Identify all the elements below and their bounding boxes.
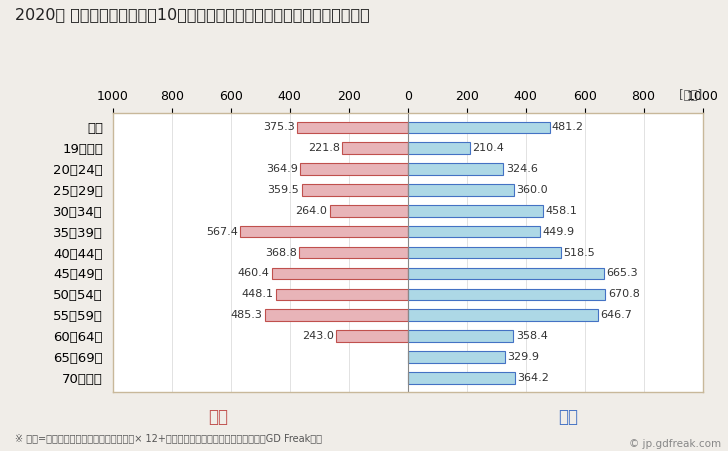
Text: 368.8: 368.8 xyxy=(265,248,296,258)
Bar xyxy=(300,163,408,175)
Text: 460.4: 460.4 xyxy=(238,268,269,278)
Bar xyxy=(301,184,408,196)
Text: 449.9: 449.9 xyxy=(542,227,575,237)
Bar xyxy=(342,143,408,154)
Bar xyxy=(408,143,470,154)
Text: 358.4: 358.4 xyxy=(515,331,547,341)
Bar xyxy=(408,122,550,133)
Text: 646.7: 646.7 xyxy=(601,310,633,320)
Text: 567.4: 567.4 xyxy=(206,227,238,237)
Text: 670.8: 670.8 xyxy=(608,289,640,299)
Bar xyxy=(408,205,543,216)
Text: 364.9: 364.9 xyxy=(266,164,298,174)
Text: 243.0: 243.0 xyxy=(302,331,333,341)
Text: 481.2: 481.2 xyxy=(552,122,584,132)
Text: 518.5: 518.5 xyxy=(563,248,595,258)
Text: 360.0: 360.0 xyxy=(516,185,547,195)
Text: ※ 年収=「きまって支給する現金給与額」× 12+「年間賞与その他特別給与額」としてGD Freak推計: ※ 年収=「きまって支給する現金給与額」× 12+「年間賞与その他特別給与額」と… xyxy=(15,433,322,443)
Text: 329.9: 329.9 xyxy=(507,352,539,362)
Text: 448.1: 448.1 xyxy=(241,289,273,299)
Bar xyxy=(297,122,408,133)
Bar xyxy=(408,247,561,258)
Bar xyxy=(240,226,408,237)
Bar xyxy=(264,309,408,321)
Bar xyxy=(299,247,408,258)
Text: [万円]: [万円] xyxy=(679,89,703,102)
Bar xyxy=(272,268,408,279)
Bar xyxy=(408,309,598,321)
Text: © jp.gdfreak.com: © jp.gdfreak.com xyxy=(628,439,721,449)
Bar xyxy=(330,205,408,216)
Text: 女性: 女性 xyxy=(208,408,229,426)
Text: 364.2: 364.2 xyxy=(518,373,550,383)
Text: 375.3: 375.3 xyxy=(263,122,295,132)
Text: 221.8: 221.8 xyxy=(308,143,340,153)
Bar xyxy=(408,289,606,300)
Bar xyxy=(408,351,505,363)
Bar xyxy=(408,268,604,279)
Bar xyxy=(408,163,503,175)
Bar xyxy=(336,330,408,342)
Text: 485.3: 485.3 xyxy=(230,310,262,320)
Bar xyxy=(408,184,514,196)
Text: 665.3: 665.3 xyxy=(606,268,638,278)
Text: 210.4: 210.4 xyxy=(472,143,504,153)
Bar xyxy=(276,289,408,300)
Text: 2020年 民間企業（従業者数10人以上）フルタイム労働者の男女別平均年収: 2020年 民間企業（従業者数10人以上）フルタイム労働者の男女別平均年収 xyxy=(15,7,369,22)
Text: 男性: 男性 xyxy=(558,408,578,426)
Bar xyxy=(408,372,515,383)
Text: 359.5: 359.5 xyxy=(268,185,299,195)
Text: 324.6: 324.6 xyxy=(506,164,537,174)
Text: 458.1: 458.1 xyxy=(545,206,577,216)
Bar xyxy=(408,330,513,342)
Bar xyxy=(408,226,540,237)
Text: 264.0: 264.0 xyxy=(296,206,328,216)
